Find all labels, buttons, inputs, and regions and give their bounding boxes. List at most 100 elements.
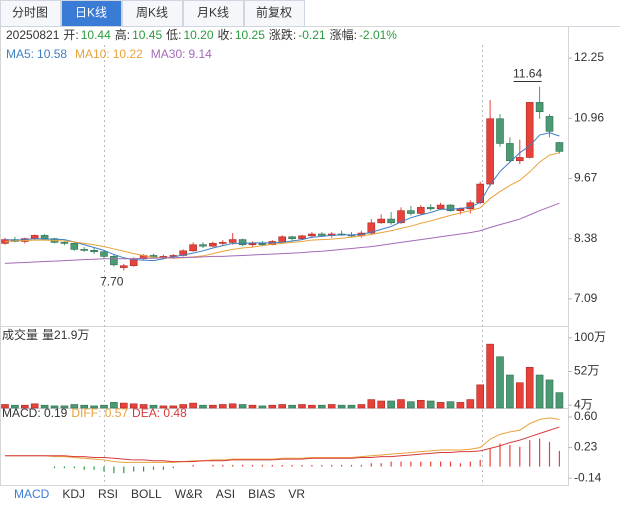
volume-bar [545,379,554,409]
volume-bar [179,404,187,409]
quote-label: 涨幅: [330,27,357,42]
legend-name: MA10: [75,47,110,61]
indicator-tab[interactable]: VR [288,487,305,501]
tab-label[interactable]: 分时图 [12,6,48,20]
volume-bar [506,374,514,409]
legend-name: MA30: [151,47,186,61]
volume-bar [387,400,395,409]
quote-line: 20250821 开: 10.44 高: 10.45 低: 10.20 收: 10.25 涨跌: -… [6,27,397,42]
quote-value: 10.45 [132,28,162,42]
volume-bar [288,404,296,409]
price-annotation: 7.70 [100,275,124,289]
indicator-tab[interactable]: RSI [98,487,118,501]
candle-body [515,157,524,162]
volume-bar [60,405,69,409]
legend-value: 10.22 [113,47,143,61]
candle-body [506,143,514,162]
volume-bar [397,399,405,409]
tab-label[interactable]: 月K线 [197,6,229,20]
y-tick-label: -0.14 [574,470,602,484]
volume-bar [347,404,356,409]
volume-bar [446,401,455,409]
indicator-tab[interactable]: MACD [14,487,50,501]
candle-body [377,218,386,224]
volume-bar [50,405,59,409]
volume-bar [407,401,415,409]
volume-bar [466,399,475,409]
candle-body [416,207,425,214]
volume-bar [456,402,465,409]
volume-bar [209,404,217,409]
y-tick-label: 52万 [574,364,599,378]
y-tick-label: 0.23 [574,440,598,454]
volume-value: 量21.9万 [42,328,89,342]
quote-value: 10.20 [183,28,213,42]
quote-label: 涨跌: [269,27,296,42]
volume-bar [486,343,494,409]
candle-body [70,243,79,250]
candle-body [238,239,247,246]
tab-label[interactable]: 前复权 [256,5,292,20]
y-tick-label: 9.67 [574,171,598,185]
candle-body [476,183,485,204]
volume-bar [298,404,306,409]
candle-body [486,118,494,185]
y-tick-label: 12.25 [574,50,604,64]
quote-value: -0.21 [298,28,326,42]
y-tick-label: 7.09 [574,291,598,305]
volume-bar [139,404,148,409]
quote-label: 低: [166,28,181,42]
candle-body [219,242,227,244]
candle-body [288,236,296,239]
ma-line [4,152,560,259]
tab[interactable] [244,0,305,27]
candle-body [407,210,415,214]
volume-bar [308,404,316,409]
volume-bar [199,404,207,409]
volume-bar [90,405,98,409]
candle-body [189,244,197,252]
quote-label: 开: [63,28,78,42]
volume-bar [525,366,534,409]
tab-label[interactable]: 日K线 [75,6,107,20]
volume-bar [535,374,544,409]
indicator-tab[interactable]: BOLL [131,487,162,501]
candle-body [40,235,49,239]
volume-bar [1,404,9,409]
candle-body [525,102,534,158]
legend-name: MA5: [6,47,34,61]
indicator-tab[interactable]: ASI [216,487,235,501]
volume-bar [149,404,158,409]
volume-bar [189,402,197,409]
quote-label: 高: [115,27,130,42]
quote-value: 10.25 [235,28,265,42]
indicator-tab[interactable]: KDJ [62,487,85,501]
candle-body [120,265,128,268]
volume-bar [100,404,108,409]
volume-bar [20,404,29,409]
y-tick-label: 10.96 [574,110,604,124]
quote-value: 10.44 [81,28,111,42]
candle-body [258,243,267,246]
candle-body [535,102,544,113]
indicator-tab[interactable]: W&R [175,487,203,501]
volume-bar [258,405,267,409]
tab-label[interactable]: 周K线 [136,6,168,20]
volume-bar [426,400,435,409]
tab[interactable] [122,0,183,27]
volume-bar [278,404,287,409]
volume-bar [159,405,168,409]
volume-bar [476,384,485,409]
volume-bar [219,404,227,409]
tab[interactable] [0,0,61,27]
indicator-tab[interactable]: BIAS [248,487,275,501]
candle-body [298,235,306,239]
tab[interactable] [183,0,244,27]
ma-line [4,132,560,262]
volume-bar [416,399,425,409]
volume-bar [238,404,247,409]
candle-body [90,250,98,253]
y-tick-label: 4万 [574,397,593,411]
volume-bar [555,392,564,409]
tab[interactable] [61,0,122,27]
